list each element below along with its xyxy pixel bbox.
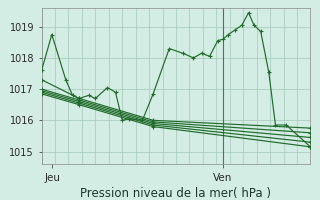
X-axis label: Pression niveau de la mer( hPa ): Pression niveau de la mer( hPa ) xyxy=(81,187,271,200)
